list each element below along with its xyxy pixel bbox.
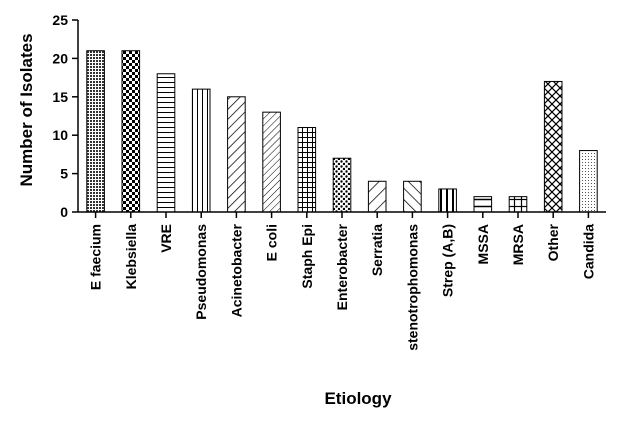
x-tick-label: E faecium xyxy=(88,224,104,290)
x-ticks: E faecium Klebsiella VRE Pseudomonas Acineto… xyxy=(88,212,596,351)
y-tick-label: 10 xyxy=(52,127,68,143)
x-tick-label: Enterobacter xyxy=(334,223,350,310)
bar-staph-epi xyxy=(297,127,317,213)
x-tick-label: Other xyxy=(545,223,561,261)
x-tick-label: stenotrophomonas xyxy=(404,224,420,351)
x-axis-title: Etiology xyxy=(324,389,392,408)
bar-pseudomonas xyxy=(191,88,211,213)
bars xyxy=(86,50,598,213)
y-tick-label: 0 xyxy=(60,204,68,220)
x-tick-label: Pseudomonas xyxy=(193,224,209,320)
bar-e-coli xyxy=(262,111,281,213)
bar-klebsiella xyxy=(121,50,141,213)
bar-stenotrophomonas xyxy=(403,180,422,213)
bar-vre xyxy=(156,73,176,213)
bar-candida xyxy=(579,150,598,213)
bar-mssa xyxy=(473,196,493,213)
y-tick-label: 15 xyxy=(52,89,68,105)
x-tick-label: E coli xyxy=(264,224,280,261)
x-tick-label: MSSA xyxy=(475,224,491,264)
y-ticks: 0 5 10 15 20 25 xyxy=(52,12,78,220)
bar-e-faecium xyxy=(86,50,105,213)
x-tick-label: Klebsiella xyxy=(123,224,139,290)
bar-enterobacter xyxy=(332,157,352,213)
x-tick-label: Strep (A,B) xyxy=(440,224,456,297)
x-tick-label: Acinetobacter xyxy=(228,223,244,317)
plot-area: 0 5 10 15 20 25 E faecium Klebsiella VRE Pseudom… xyxy=(52,12,606,351)
bar-acinetobacter xyxy=(227,96,246,213)
y-tick-label: 20 xyxy=(52,50,68,66)
bar-serratia xyxy=(367,180,387,213)
bar-other xyxy=(543,80,563,213)
x-tick-label: VRE xyxy=(158,224,174,253)
x-tick-label: Staph Epi xyxy=(299,224,315,289)
bar-mrsa xyxy=(508,196,528,213)
x-tick-label: MRSA xyxy=(510,224,526,265)
y-tick-label: 25 xyxy=(52,12,68,28)
bar-strep-a-b xyxy=(438,188,457,213)
x-tick-label: Candida xyxy=(580,224,596,279)
x-tick-label: Serratia xyxy=(369,224,385,276)
y-tick-label: 5 xyxy=(60,166,68,182)
y-axis-title: Number of Isolates xyxy=(17,33,36,186)
